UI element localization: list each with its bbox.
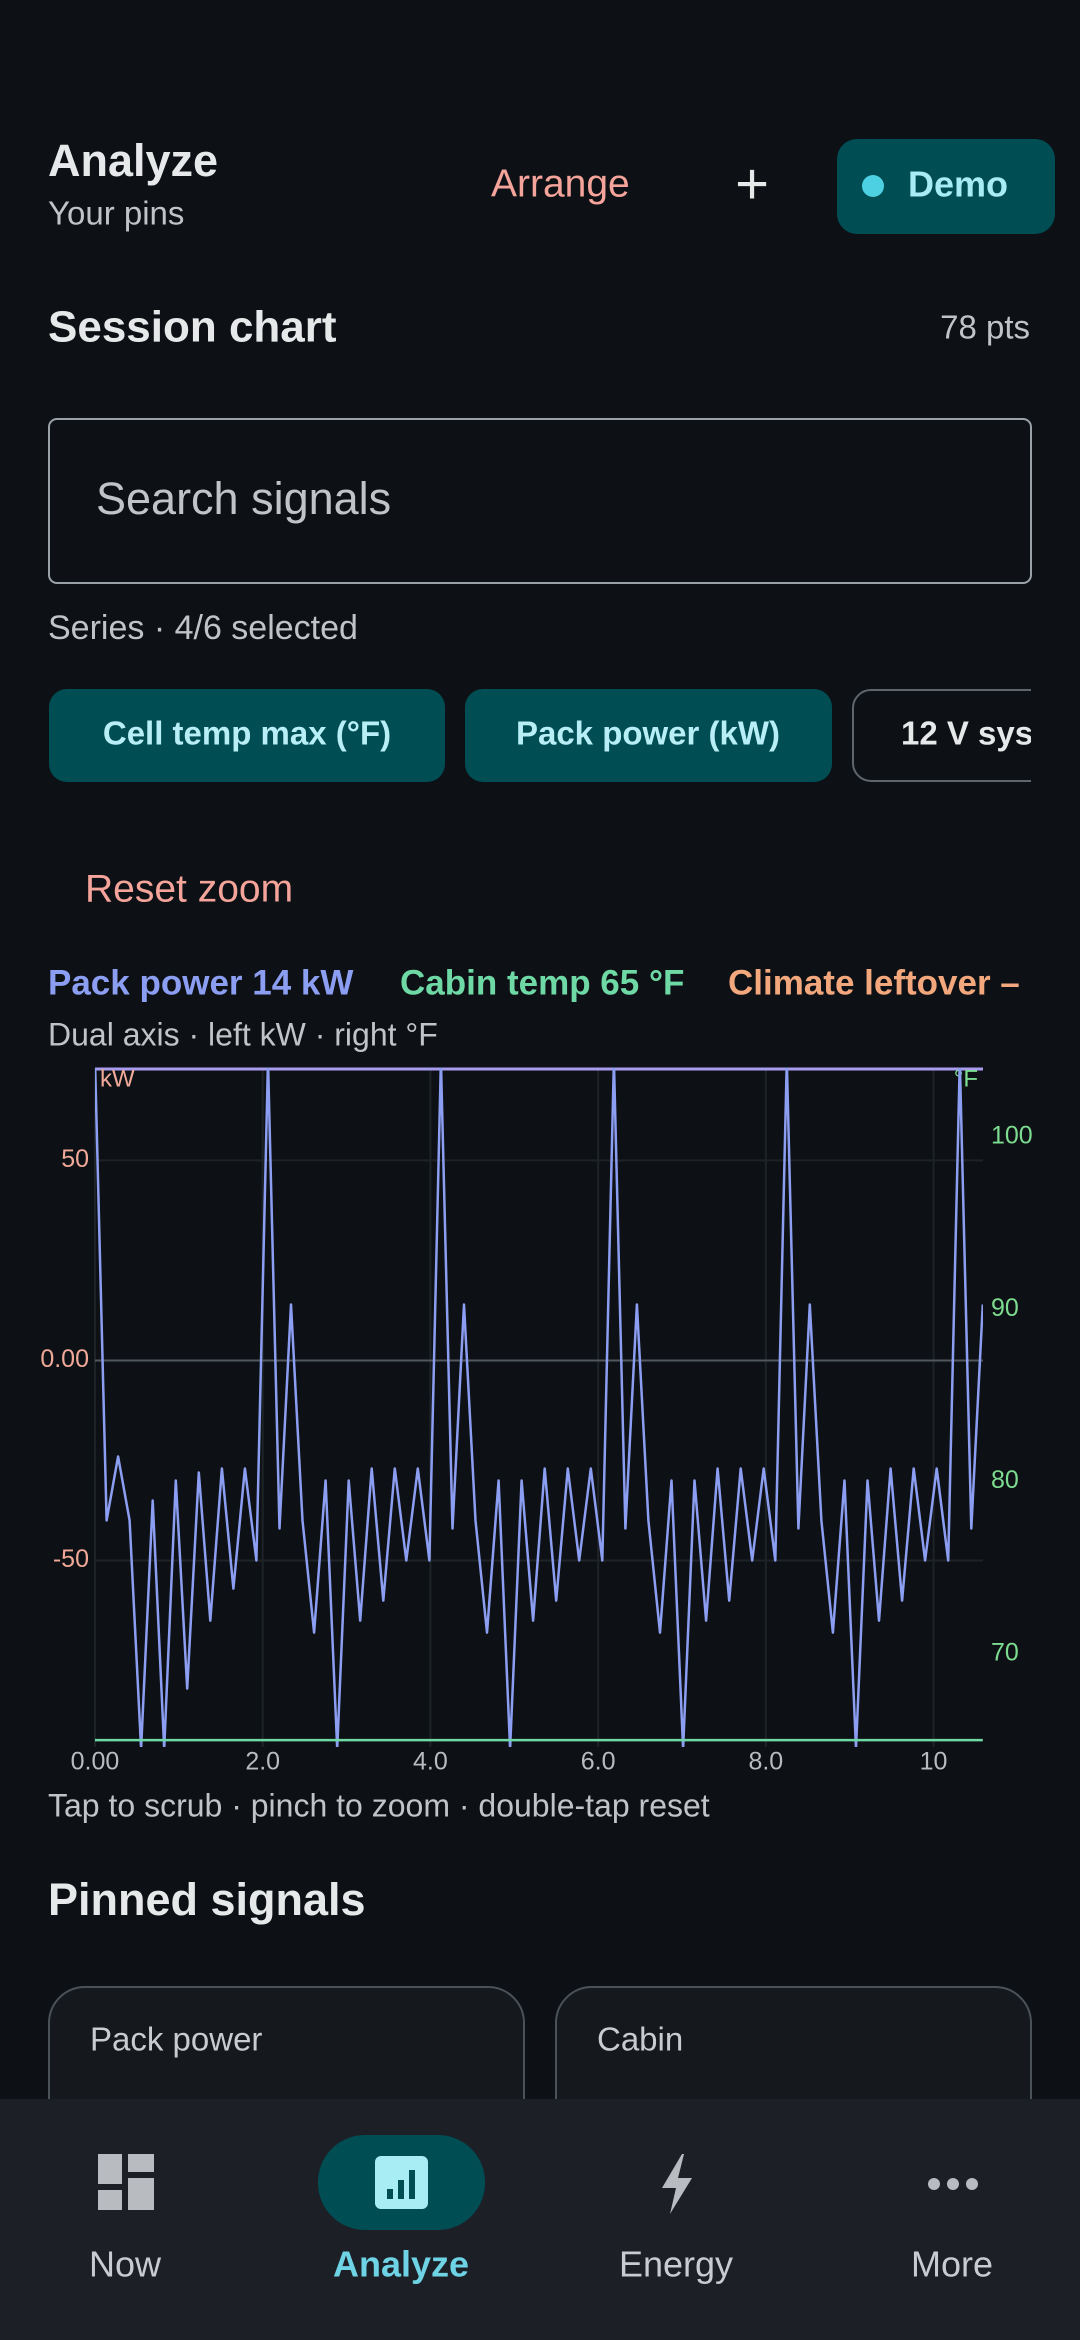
series-line — [95, 1068, 983, 1747]
chip-label[interactable]: Pack power (kW) — [516, 715, 780, 752]
x-tick-label: 0.00 — [71, 1748, 120, 1776]
y-tick-label: 50 — [61, 1145, 89, 1173]
x-tick-label: 10 — [920, 1748, 948, 1776]
legend-entry: Cabin temp 65 °F — [400, 963, 684, 1002]
icon-energy — [662, 2154, 692, 2214]
icon-now — [98, 2154, 154, 2210]
icon-analyze — [375, 2156, 428, 2209]
plot — [94, 1068, 983, 1747]
y-tick-label: -50 — [53, 1545, 89, 1573]
y2-tick-label: 90 — [991, 1294, 1019, 1322]
demo-label[interactable]: Demo — [908, 164, 1008, 205]
nav-label[interactable]: More — [911, 2244, 993, 2285]
y2-tick-label: 80 — [991, 1466, 1019, 1494]
chart-subtitle: Dual axis · left kW · right °F — [48, 1016, 438, 1052]
card-title: Pack power — [90, 2021, 262, 2058]
search-box[interactable] — [48, 418, 1032, 584]
y-axis-label: kW — [100, 1065, 135, 1092]
x-tick-label: 8.0 — [748, 1748, 783, 1776]
add-button[interactable]: + — [735, 151, 769, 216]
chart-hint: Tap to scrub · pinch to zoom · double-ta… — [48, 1787, 710, 1823]
chip[interactable] — [49, 689, 445, 782]
arrange-button[interactable]: Arrange — [491, 162, 630, 205]
series-layer — [95, 1068, 983, 1747]
section-title: Pinned signals — [48, 1874, 366, 1925]
card-title: Cabin — [597, 2021, 683, 2058]
bottom-nav — [0, 2099, 1080, 2340]
page-subtitle: Your pins — [48, 195, 184, 232]
page-title: Analyze — [48, 135, 218, 186]
x-tick-label: 4.0 — [413, 1748, 448, 1776]
chip-label[interactable]: 12 V system — [901, 715, 1080, 752]
demo-button[interactable] — [837, 139, 1055, 234]
x-tick-label: 6.0 — [581, 1748, 616, 1776]
legend-entry: Pack power 14 kW — [48, 963, 353, 1002]
nav-label[interactable]: Now — [89, 2244, 162, 2285]
y2-axis-label: °F — [954, 1065, 978, 1092]
reset-zoom[interactable]: Reset zoom — [85, 867, 293, 910]
y2-tick-label: 100 — [991, 1122, 1033, 1150]
icon-more — [928, 2178, 978, 2190]
chip[interactable] — [852, 689, 1080, 782]
nav-label[interactable]: Analyze — [333, 2244, 469, 2285]
demo-dot — [862, 175, 884, 197]
y-tick-label: 0.00 — [40, 1345, 89, 1373]
legend-entry: Climate leftover – — [728, 963, 1020, 1002]
chip[interactable] — [465, 689, 832, 782]
series-count: Series · 4/6 selected — [48, 609, 358, 647]
section-title: Session chart — [48, 303, 337, 352]
x-tick-label: 2.0 — [245, 1748, 280, 1776]
point-count: 78 pts — [940, 309, 1030, 346]
y2-tick-label: 70 — [991, 1639, 1019, 1667]
chip-label[interactable]: Cell temp max (°F) — [103, 715, 391, 752]
nav-label[interactable]: Energy — [619, 2244, 733, 2285]
search-placeholder[interactable]: Search signals — [96, 473, 391, 524]
